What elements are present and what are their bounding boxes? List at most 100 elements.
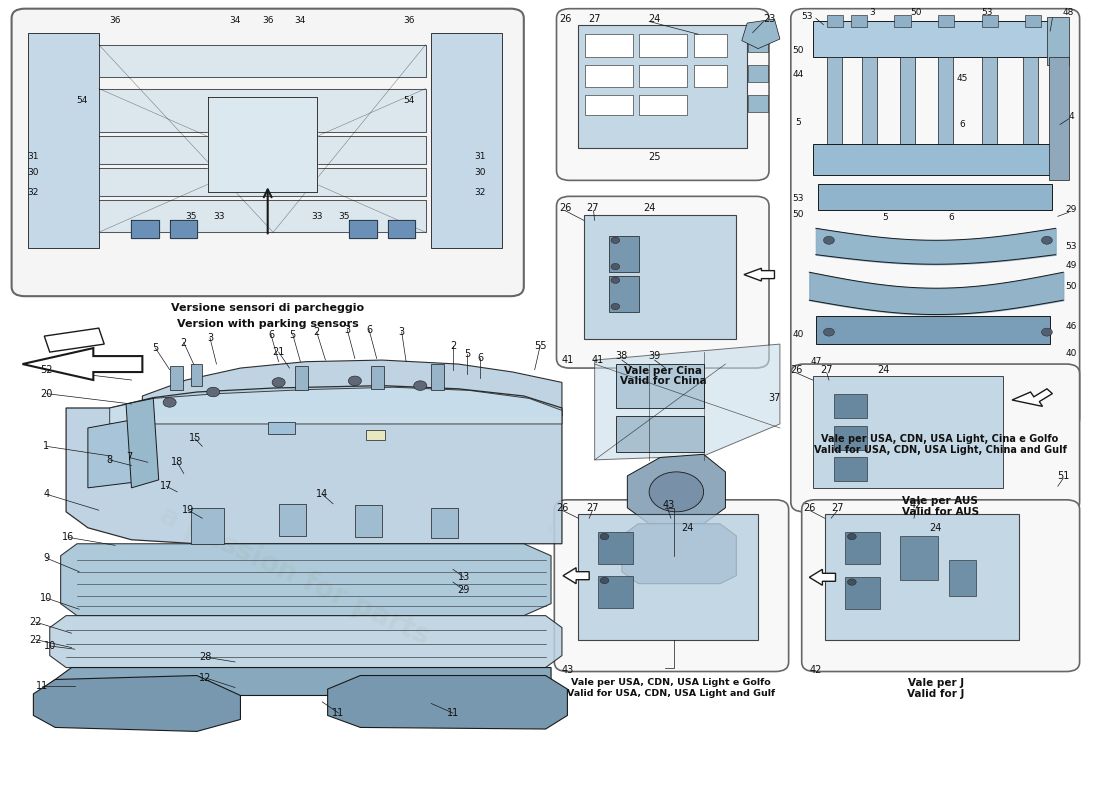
Bar xyxy=(816,316,1050,344)
Circle shape xyxy=(1042,236,1053,244)
Text: 50: 50 xyxy=(911,8,922,17)
Bar xyxy=(835,394,867,418)
Text: 11: 11 xyxy=(36,681,48,691)
Circle shape xyxy=(207,387,220,397)
Polygon shape xyxy=(110,387,562,424)
Text: 40: 40 xyxy=(1065,349,1077,358)
FancyBboxPatch shape xyxy=(554,500,789,671)
Polygon shape xyxy=(44,328,104,352)
Text: 43: 43 xyxy=(561,665,573,675)
Text: 24: 24 xyxy=(878,366,890,375)
Bar xyxy=(900,536,938,580)
Text: 36: 36 xyxy=(109,16,121,25)
Polygon shape xyxy=(1012,389,1053,406)
Polygon shape xyxy=(99,200,426,232)
Text: 2: 2 xyxy=(314,327,320,337)
Text: 31: 31 xyxy=(474,152,486,161)
Circle shape xyxy=(601,578,608,584)
Text: 6: 6 xyxy=(948,214,954,222)
Text: 11: 11 xyxy=(447,708,459,718)
FancyBboxPatch shape xyxy=(12,9,524,296)
Bar xyxy=(598,576,632,608)
Text: 26: 26 xyxy=(803,503,815,513)
Text: 34: 34 xyxy=(295,16,306,25)
Polygon shape xyxy=(741,19,780,49)
Text: Valid for J: Valid for J xyxy=(908,689,965,699)
Text: 6: 6 xyxy=(366,325,372,334)
Text: 22: 22 xyxy=(30,634,42,645)
Text: 17: 17 xyxy=(161,482,173,491)
Text: 28: 28 xyxy=(199,652,212,662)
Circle shape xyxy=(610,263,619,270)
Text: 46: 46 xyxy=(1065,322,1077,331)
Circle shape xyxy=(824,328,835,336)
Bar xyxy=(585,95,632,115)
Bar xyxy=(894,15,911,27)
Text: 14: 14 xyxy=(316,490,328,499)
Polygon shape xyxy=(132,220,158,238)
Text: 27: 27 xyxy=(821,366,833,375)
Text: 41: 41 xyxy=(592,355,604,365)
Text: 24: 24 xyxy=(642,203,656,214)
Text: 54: 54 xyxy=(404,96,415,105)
Bar xyxy=(585,34,632,57)
Text: 26: 26 xyxy=(559,203,571,214)
Bar xyxy=(900,57,915,145)
Text: Versione sensori di parcheggio: Versione sensori di parcheggio xyxy=(172,303,364,313)
Text: 25: 25 xyxy=(648,152,661,162)
Bar xyxy=(938,15,955,27)
Bar xyxy=(1025,15,1042,27)
Bar xyxy=(579,25,747,149)
Text: Vale per J: Vale per J xyxy=(908,678,964,688)
Text: Valid for China: Valid for China xyxy=(620,376,706,386)
Bar xyxy=(694,65,726,87)
Polygon shape xyxy=(126,398,158,488)
Bar xyxy=(431,364,444,390)
Text: 27: 27 xyxy=(588,14,601,24)
Text: Version with parking sensors: Version with parking sensors xyxy=(177,319,359,329)
Circle shape xyxy=(610,277,619,283)
Polygon shape xyxy=(60,544,551,616)
Text: 7: 7 xyxy=(126,453,132,462)
Text: 50: 50 xyxy=(1065,282,1077,291)
Bar xyxy=(1023,57,1038,145)
Polygon shape xyxy=(99,89,426,133)
Bar xyxy=(639,34,688,57)
Bar xyxy=(169,366,183,390)
Text: 54: 54 xyxy=(77,96,88,105)
Bar xyxy=(584,214,736,338)
Circle shape xyxy=(601,534,608,540)
Text: 5: 5 xyxy=(883,214,889,222)
Text: Vale per USA, CDN, USA Light e Golfo: Vale per USA, CDN, USA Light e Golfo xyxy=(571,678,771,687)
Bar xyxy=(608,276,639,312)
Text: 37: 37 xyxy=(768,394,781,403)
Text: 44: 44 xyxy=(793,70,804,78)
Text: 3: 3 xyxy=(344,325,350,334)
Bar xyxy=(835,426,867,450)
FancyBboxPatch shape xyxy=(791,364,1079,512)
Bar xyxy=(835,458,867,482)
Text: 6: 6 xyxy=(477,354,483,363)
Polygon shape xyxy=(350,220,376,238)
Text: Vale per Cina: Vale per Cina xyxy=(625,366,702,377)
Text: 29: 29 xyxy=(458,585,470,595)
Text: 6: 6 xyxy=(268,330,274,339)
Text: 50: 50 xyxy=(793,46,804,54)
Bar xyxy=(371,366,384,389)
Polygon shape xyxy=(387,220,415,238)
Bar xyxy=(694,34,726,57)
Text: 53: 53 xyxy=(1065,242,1077,251)
Text: 21: 21 xyxy=(273,347,285,357)
Bar xyxy=(608,236,639,272)
Text: 45: 45 xyxy=(956,74,968,83)
Text: a passion for parts: a passion for parts xyxy=(155,501,434,650)
Text: Vale per AUS: Vale per AUS xyxy=(902,496,978,506)
Bar xyxy=(845,578,880,610)
Bar xyxy=(616,364,704,408)
Circle shape xyxy=(1042,328,1053,336)
Bar xyxy=(813,376,1003,488)
Text: 19: 19 xyxy=(182,506,195,515)
Text: 38: 38 xyxy=(616,351,628,361)
Bar xyxy=(981,15,998,27)
Text: 40: 40 xyxy=(793,330,804,339)
